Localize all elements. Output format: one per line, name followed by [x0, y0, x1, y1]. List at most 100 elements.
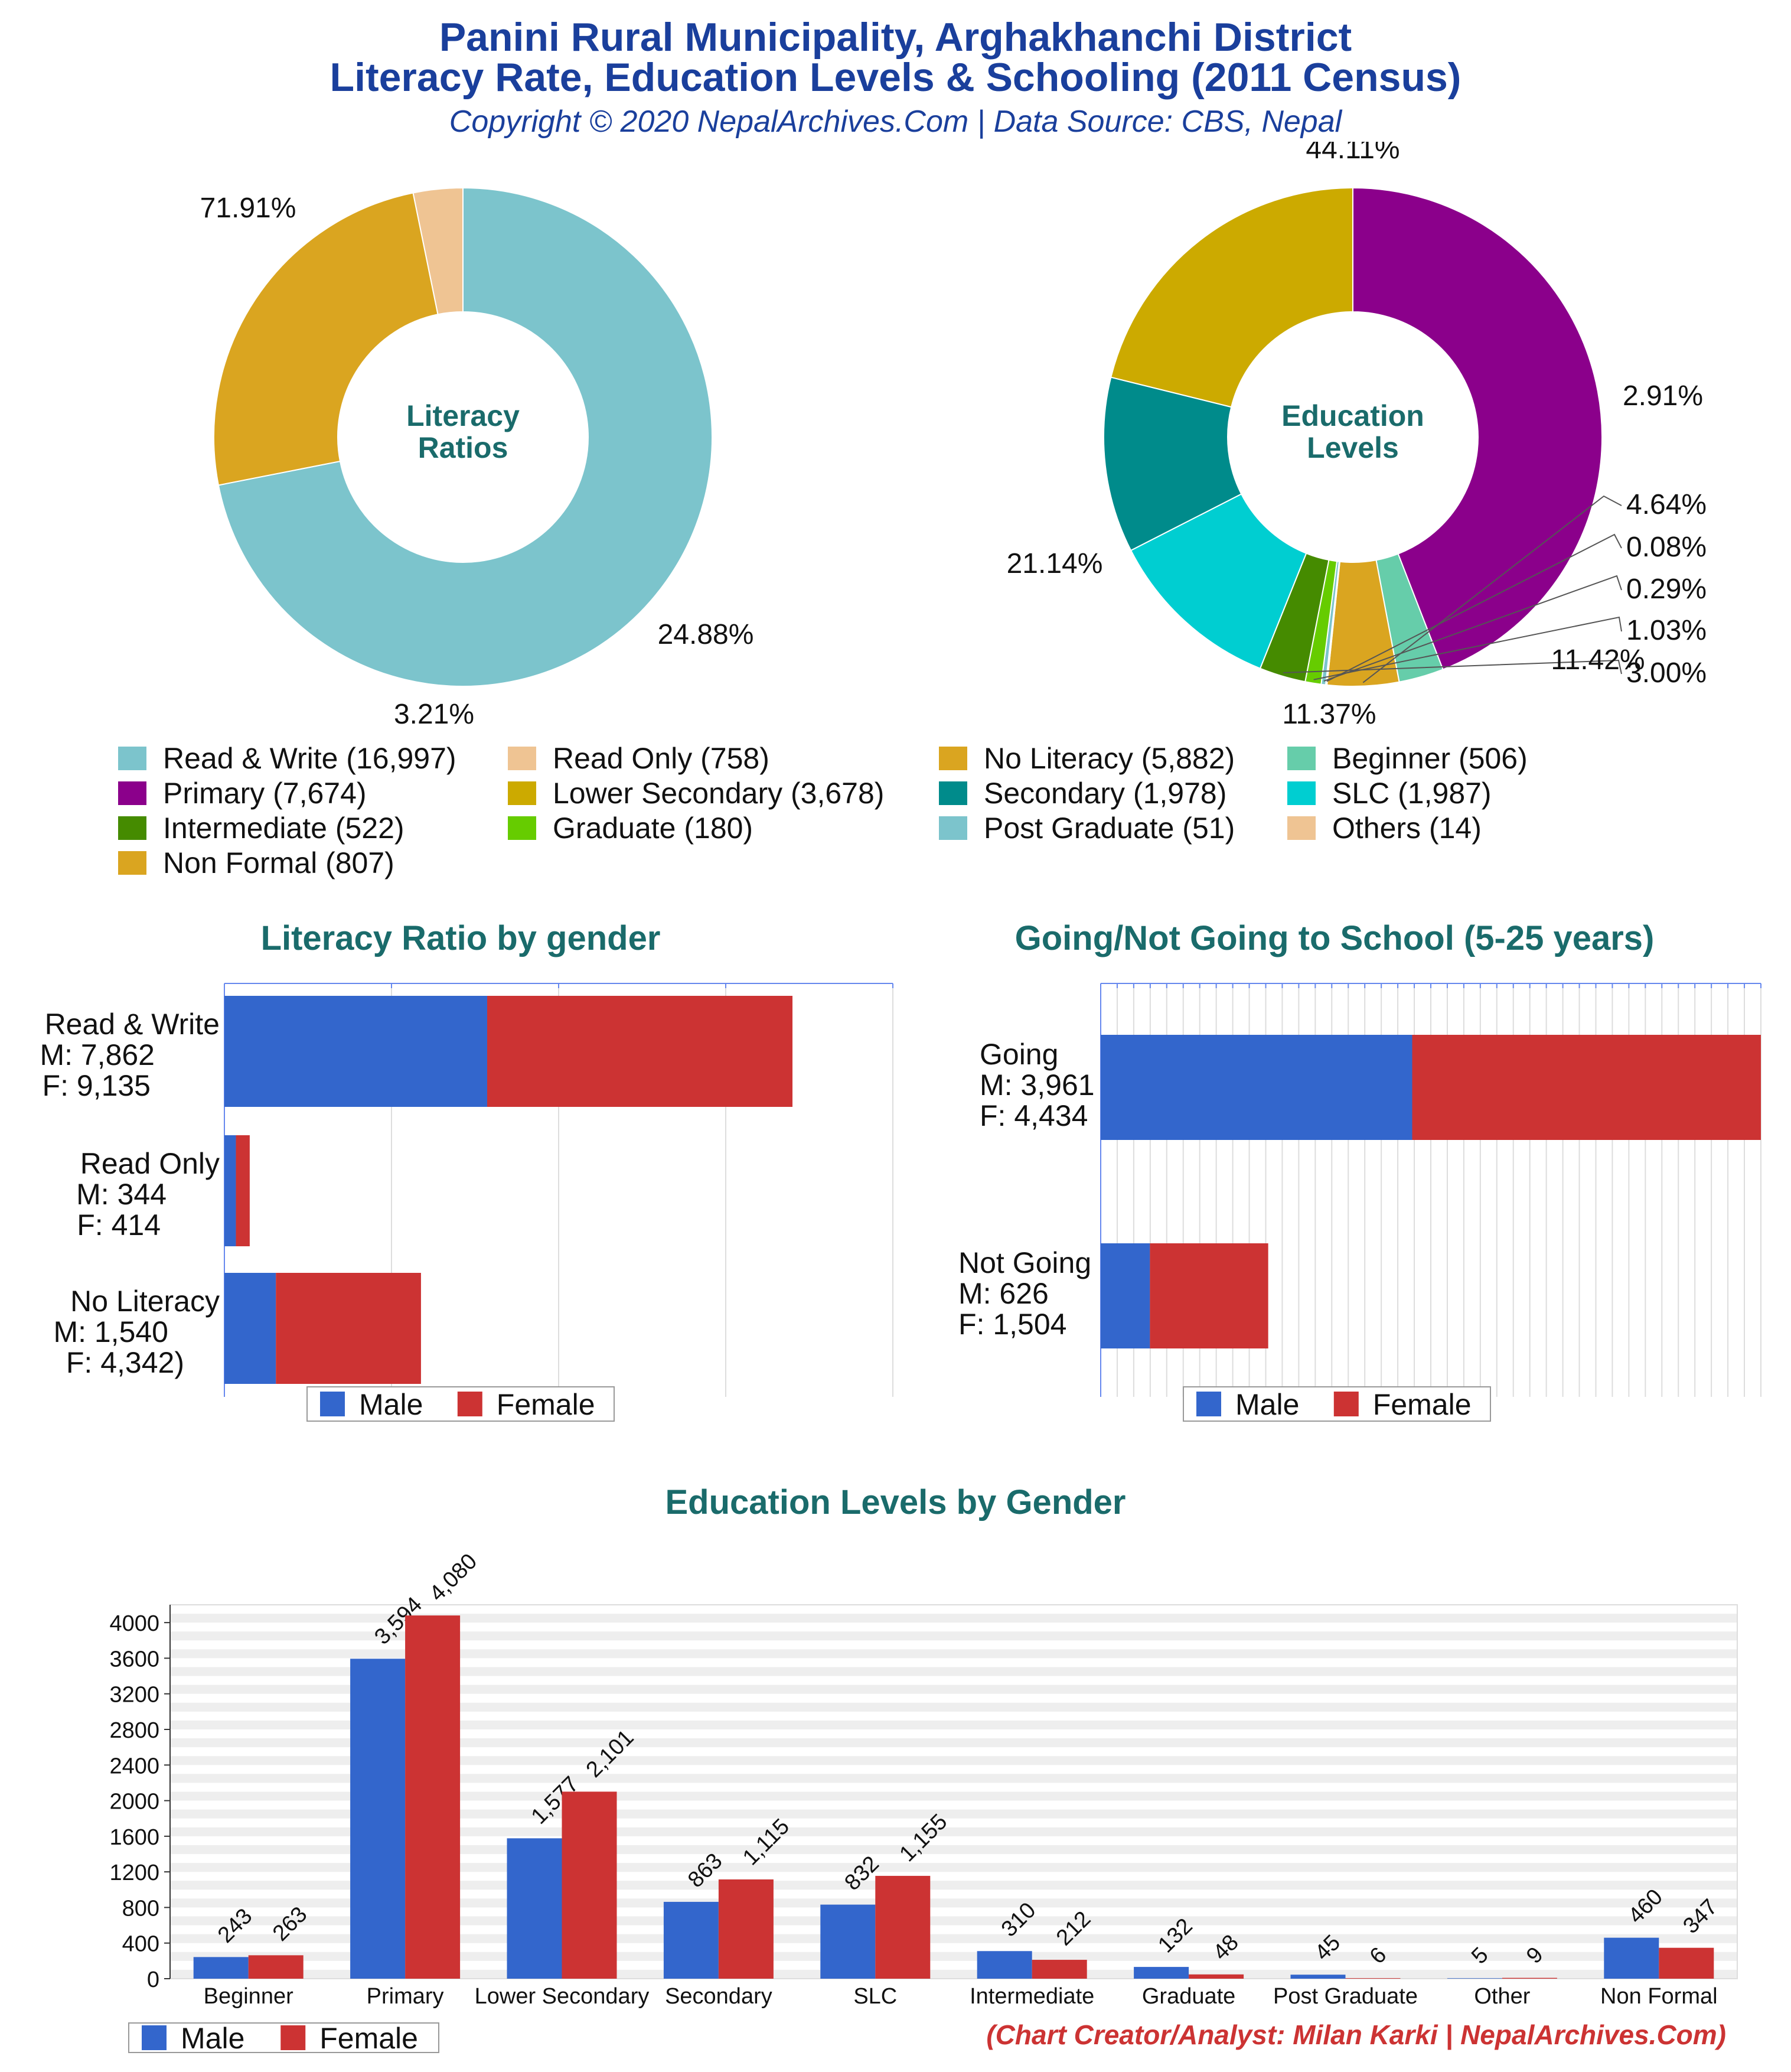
category-value-label: M: 3,961	[980, 1068, 1095, 1102]
legend-swatch-male	[1196, 1392, 1221, 1416]
bar-male	[193, 1957, 249, 1979]
category-value-label: F: 4,342)	[66, 1346, 184, 1379]
legend-swatch	[118, 816, 146, 840]
grid-band	[170, 1667, 1737, 1676]
donut-slice-lower-secondary	[1110, 187, 1353, 408]
bar-female	[405, 1615, 461, 1979]
y-tick-label: 4000	[109, 1611, 159, 1636]
legend-swatch	[508, 747, 536, 770]
donut-slice-slc	[1130, 493, 1307, 670]
grid-band	[170, 1756, 1737, 1765]
legend-item: Graduate (180)	[508, 811, 753, 845]
y-tick-label: 2000	[109, 1790, 159, 1814]
y-tick-label: 1200	[109, 1861, 159, 1885]
legend-label: Lower Secondary (3,678)	[553, 777, 885, 810]
legend-label-female: Female	[1373, 1388, 1472, 1421]
education-gender-chart: 0400800120016002000240028003200360040002…	[109, 1549, 1738, 2055]
bar-female	[276, 1273, 421, 1384]
bar-male	[1447, 1978, 1502, 1979]
y-tick-label: 3600	[109, 1647, 159, 1672]
bar-value-label: 4,080	[425, 1549, 482, 1607]
category-value-label: M: 344	[76, 1178, 167, 1211]
category-value-label: M: 626	[958, 1277, 1049, 1310]
bar-female	[562, 1791, 617, 1979]
bar-female	[1150, 1243, 1268, 1348]
legend-label: Post Graduate (51)	[984, 812, 1235, 845]
bar-male	[507, 1838, 562, 1979]
legend-swatch	[939, 816, 967, 840]
page-title: Panini Rural Municipality, Arghakhanchi …	[439, 15, 1352, 60]
slice-percent-label: 2.91%	[1623, 380, 1703, 412]
y-tick-label: 400	[122, 1932, 159, 1957]
slice-percent-label: 4.64%	[1626, 489, 1707, 520]
bar-female	[1345, 1978, 1401, 1979]
y-tick-label: 1600	[109, 1825, 159, 1850]
legend-item: No Literacy (5,882)	[939, 741, 1235, 776]
legend-swatch	[118, 851, 146, 875]
legend-label: Read Only (758)	[553, 742, 769, 775]
bar-female	[1032, 1960, 1087, 1979]
donut-slice-read-write	[217, 187, 713, 687]
legend-item: Primary (7,674)	[118, 776, 367, 810]
donut-slice-secondary	[1103, 376, 1242, 552]
bar-male	[224, 1273, 276, 1384]
copyright-line: Copyright © 2020 NepalArchives.Com | Dat…	[449, 105, 1342, 139]
slice-percent-label: 0.29%	[1626, 574, 1707, 605]
slice-percent-label: 24.88%	[658, 619, 754, 650]
bar-female	[875, 1875, 931, 1979]
bar-female	[236, 1135, 250, 1246]
grid-band	[170, 1649, 1737, 1659]
legend-label: Others (14)	[1332, 812, 1482, 845]
callout-line	[1362, 495, 1622, 683]
bar-male	[1101, 1243, 1150, 1348]
legend-label: Primary (7,674)	[163, 777, 367, 810]
legend-item: Read & Write (16,997)	[118, 741, 456, 776]
bar-female	[1412, 1035, 1761, 1140]
legend-swatch	[939, 781, 967, 805]
legend-item: Lower Secondary (3,678)	[508, 776, 884, 810]
x-category-label: Other	[1474, 1984, 1530, 2009]
category-value-label: F: 1,504	[958, 1308, 1066, 1341]
grid-band	[170, 1738, 1737, 1748]
donut-center-title: Levels	[1307, 431, 1399, 464]
legend-label-female: Female	[319, 2022, 418, 2055]
slice-percent-label: 1.03%	[1626, 615, 1707, 646]
donut-slice-read-only	[412, 187, 464, 315]
legend-swatch	[1287, 781, 1316, 805]
category-value-label: F: 9,135	[43, 1069, 151, 1102]
legend-label: Beginner (506)	[1332, 742, 1528, 775]
callout-line	[1283, 659, 1622, 675]
x-category-label: Primary	[367, 1984, 444, 2009]
legend-swatch	[508, 816, 536, 840]
slice-percent-label: 0.08%	[1626, 532, 1707, 563]
gender-legend: Male Female	[1183, 1386, 1491, 1422]
donut-slice-primary	[1352, 187, 1603, 670]
grid-band	[170, 1614, 1737, 1623]
legend-label-male: Male	[1235, 1388, 1299, 1421]
bar-female	[1659, 1947, 1714, 1979]
page-subtitle: Literacy Rate, Education Levels & School…	[330, 55, 1461, 100]
legend-swatch	[118, 781, 146, 805]
gender-legend: Male Female	[128, 2022, 439, 2055]
bar-female	[248, 1955, 304, 1979]
slice-percent-label: 3.00%	[1626, 657, 1707, 689]
bar-female	[487, 996, 793, 1107]
legend-swatch-female	[280, 2025, 306, 2050]
legend-item: Intermediate (522)	[118, 811, 404, 845]
bar-female	[1502, 1977, 1557, 1979]
legend-item: Secondary (1,978)	[939, 776, 1226, 810]
x-category-label: SLC	[853, 1984, 897, 2009]
bar-male	[1134, 1967, 1189, 1979]
category-value-label: M: 7,862	[40, 1038, 155, 1071]
category-label: Going	[980, 1038, 1058, 1071]
category-label: Not Going	[958, 1246, 1091, 1279]
legend-item: SLC (1,987)	[1287, 776, 1492, 810]
callout-line	[1323, 575, 1622, 682]
x-category-label: Post Graduate	[1273, 1984, 1418, 2009]
legend-item: Non Formal (807)	[118, 846, 394, 880]
donut-center-title: Education	[1281, 399, 1424, 432]
legend-label-female: Female	[497, 1388, 595, 1421]
bar-male	[820, 1904, 876, 1979]
legend-swatch	[508, 781, 536, 805]
legend-swatch	[1287, 816, 1316, 840]
